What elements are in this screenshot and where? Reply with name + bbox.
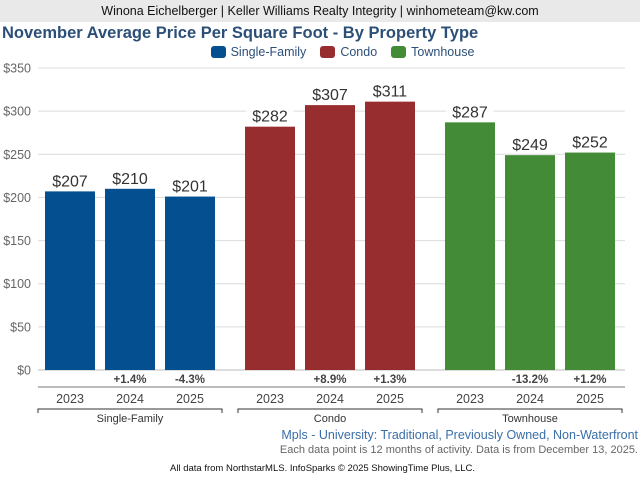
- group-label-single-family: Single-Family: [97, 413, 164, 425]
- agent-header: Winona Eichelberger | Keller Williams Re…: [0, 0, 640, 22]
- legend-label-condo: Condo: [340, 45, 378, 59]
- group-bracket: [37, 408, 223, 413]
- y-tick-label: $100: [3, 277, 31, 291]
- data-label-bg: [506, 135, 554, 154]
- group-bracket: [237, 408, 423, 413]
- data-label: $201: [172, 179, 208, 196]
- legend-swatch-townhouse: [391, 46, 407, 58]
- y-tick-label: $250: [3, 148, 31, 162]
- data-label: $282: [252, 109, 288, 126]
- data-label: $210: [112, 171, 148, 188]
- chart-subtitle: Mpls - University: Traditional, Previous…: [281, 428, 638, 442]
- change-label: -4.3%: [175, 374, 205, 386]
- x-tick-label: 2023: [456, 392, 484, 406]
- y-tick-label: $0: [17, 364, 31, 378]
- bar-townhouse-2024: [505, 155, 555, 370]
- bar-townhouse-2025: [565, 152, 615, 370]
- footer-credit: All data from NorthstarMLS. InfoSparks ©…: [170, 463, 475, 474]
- change-label: -13.2%: [512, 374, 548, 386]
- data-label: $287: [452, 104, 488, 121]
- legend-item-single-family[interactable]: Single-Family: [210, 45, 307, 59]
- y-tick-label: $150: [3, 234, 31, 248]
- legend: Single-Family Condo Townhouse: [0, 45, 640, 59]
- data-label-bg: [446, 102, 494, 121]
- legend-label-single-family: Single-Family: [230, 45, 307, 59]
- bar-single-family-2025: [165, 196, 215, 370]
- x-tick-label: 2024: [316, 392, 344, 406]
- data-label-bg: [46, 171, 94, 190]
- x-tick-label: 2023: [56, 392, 84, 406]
- y-tick-label: $50: [10, 320, 31, 334]
- chart-title: November Average Price Per Square Foot -…: [2, 24, 479, 42]
- bar-single-family-2024: [105, 188, 155, 370]
- x-tick-label: 2025: [576, 392, 604, 406]
- y-tick-label: $200: [3, 191, 31, 205]
- x-tick-label: 2024: [116, 392, 144, 406]
- data-label: $311: [373, 84, 408, 101]
- data-label: $252: [572, 135, 608, 152]
- change-label: +1.2%: [574, 374, 607, 386]
- legend-swatch-single-family: [210, 46, 226, 58]
- data-label-bg: [106, 168, 154, 187]
- x-tick-label: 2025: [376, 392, 404, 406]
- bar-single-family-2023: [45, 191, 95, 370]
- group-bracket: [437, 408, 623, 413]
- data-label: $207: [52, 173, 88, 190]
- x-tick-label: 2025: [176, 392, 204, 406]
- data-label-bg: [366, 81, 414, 100]
- legend-swatch-condo: [320, 46, 336, 58]
- bar-townhouse-2023: [445, 122, 495, 370]
- legend-item-condo[interactable]: Condo: [320, 45, 377, 59]
- data-label-bg: [566, 132, 614, 151]
- bar-condo-2024: [305, 105, 355, 371]
- data-label-bg: [166, 176, 214, 195]
- bar-condo-2023: [245, 126, 295, 370]
- legend-item-townhouse[interactable]: Townhouse: [391, 45, 474, 59]
- bar-condo-2025: [365, 101, 415, 370]
- legend-label-townhouse: Townhouse: [411, 45, 475, 59]
- group-label-townhouse: Townhouse: [502, 413, 558, 425]
- x-tick-label: 2023: [256, 392, 284, 406]
- data-label-bg: [246, 106, 294, 125]
- x-tick-label: 2024: [516, 392, 544, 406]
- y-tick-label: $350: [3, 62, 31, 76]
- change-label: +1.3%: [374, 374, 407, 386]
- data-note: Each data point is 12 months of activity…: [279, 444, 638, 456]
- change-label: +8.9%: [314, 374, 347, 386]
- data-label: $249: [512, 137, 548, 154]
- data-label: $307: [312, 87, 348, 104]
- y-tick-label: $300: [3, 105, 31, 119]
- group-label-condo: Condo: [314, 413, 346, 425]
- data-label-bg: [306, 85, 354, 104]
- change-label: +1.4%: [114, 374, 147, 386]
